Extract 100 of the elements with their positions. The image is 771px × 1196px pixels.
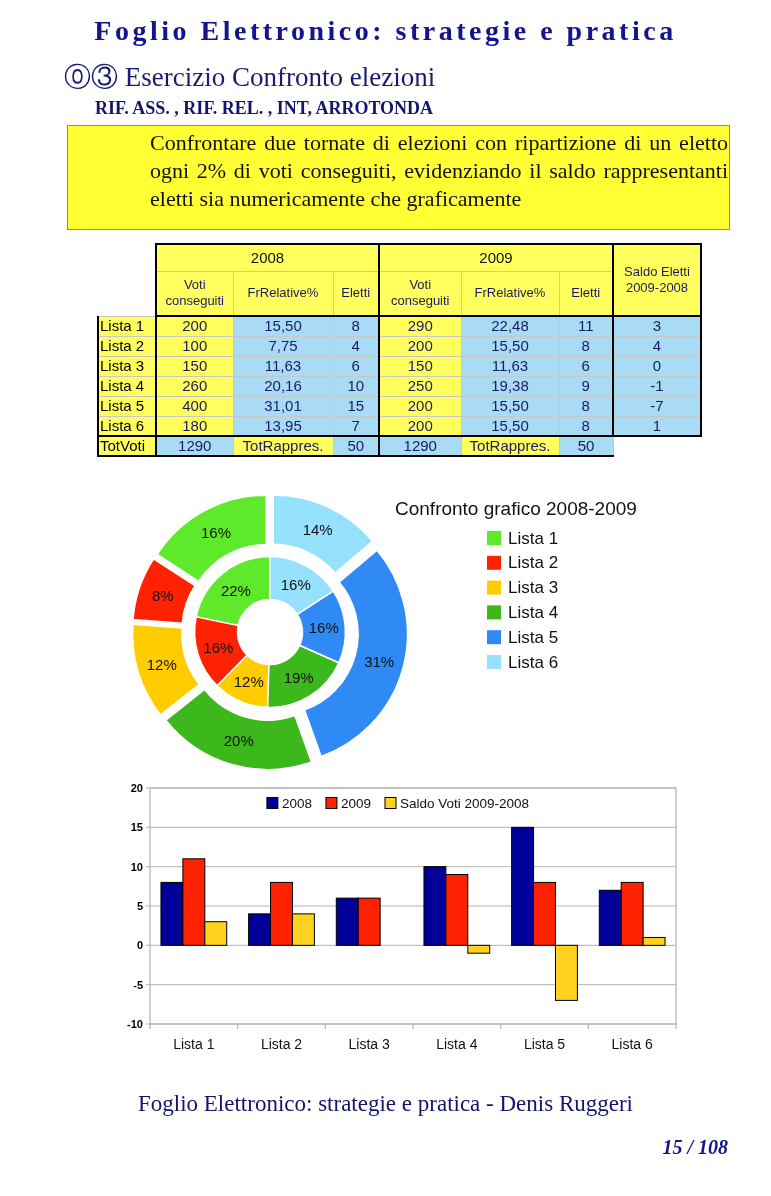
data-label: 16% [203, 639, 234, 657]
x-tick-label: Lista 1 [173, 1036, 215, 1052]
text: 22,48 [491, 317, 529, 335]
y-tick-label: -10 [127, 1018, 143, 1030]
legend-label: Lista 1 [508, 528, 559, 548]
text: 11,63 [264, 357, 302, 374]
text: 180 [182, 416, 208, 434]
legend-label: 2009 [340, 795, 371, 811]
chart-title: Confronto grafico 2008-2009 [395, 497, 637, 519]
text: 1 [652, 416, 662, 434]
text: Confrontare due tornate di elezioni con ripartizione di un eletto ogni 2% di voti conseguiti, evidenziando il saldo rappresentanti eletti sia numericamente che graficamente [150, 129, 728, 213]
text: 200 [407, 416, 433, 434]
data-label: 16% [308, 619, 339, 637]
y-tick-label: 20 [130, 782, 143, 794]
text: 100 [182, 337, 208, 354]
text: 13,95 [264, 416, 302, 434]
text: 15 / 108 [662, 1136, 728, 1159]
text: 150 [407, 357, 433, 374]
text: 1290 [403, 437, 437, 454]
category-label: Lista 3 [100, 357, 145, 374]
y-tick-label: -5 [133, 978, 143, 991]
text: 260 [182, 377, 208, 394]
text: Foglio Elettronico: strategie e pratica - Denis Ruggeri [137, 1091, 634, 1117]
text: 4 [652, 337, 662, 354]
text: 50 [577, 437, 595, 454]
x-tick-label: Lista 2 [260, 1036, 303, 1052]
text: 150 [182, 357, 208, 374]
x-tick-label: Lista 4 [436, 1036, 478, 1052]
text: 200 [407, 337, 433, 354]
data-label: 14% [302, 520, 333, 538]
data-label: 22% [220, 581, 251, 599]
text: 8 [581, 337, 590, 354]
text: 0 [652, 357, 662, 374]
text: 10 [347, 377, 365, 394]
category-label: TotVoti [100, 437, 146, 454]
x-tick-label: Lista 6 [611, 1036, 654, 1052]
category-label: Eletti [333, 271, 379, 316]
text: 11 [577, 317, 594, 335]
text: 200 [407, 397, 433, 414]
text: 15 [347, 397, 365, 414]
text: 7 [351, 416, 360, 434]
text: 15,50 [491, 337, 529, 354]
legend-label: Lista 2 [508, 553, 559, 573]
text: 50 [347, 437, 365, 454]
text: 8 [351, 317, 360, 335]
text: 8 [581, 397, 590, 414]
text: RIF. ASS. , RIF. REL. , INT, ARROTONDA [95, 98, 434, 119]
data-label: 8% [152, 587, 174, 605]
data-label: 16% [280, 576, 311, 594]
y-tick-label: 0 [136, 939, 143, 952]
text: 3 [652, 317, 662, 335]
category-label: Lista 6 [100, 416, 145, 434]
text: -7 [650, 397, 664, 414]
text: 15,50 [491, 397, 529, 414]
text: ⓪③ Esercizio Confronto elezioni [64, 61, 436, 94]
text: 11,63 [491, 357, 529, 374]
text: 15,50 [491, 416, 529, 434]
y-tick-label: 5 [136, 900, 143, 912]
category-label: Lista 5 [100, 397, 145, 414]
text: 200 [182, 317, 208, 335]
text: 1290 [178, 437, 212, 454]
text: 400 [182, 397, 208, 414]
category-label: FrRelative% [461, 271, 559, 316]
text: 19,38 [491, 377, 529, 394]
legend-label: Lista 3 [508, 578, 559, 598]
text: 6 [581, 357, 590, 374]
y-tick-label: 10 [130, 860, 143, 873]
category-label: Voti conseguiti [379, 271, 461, 316]
category-label: Saldo Eletti 2009-2008 [613, 244, 701, 316]
text: 2009 [379, 244, 613, 271]
legend-label: Lista 4 [508, 602, 559, 622]
data-label: 31% [364, 653, 395, 671]
text: 290 [407, 317, 433, 335]
data-label: 20% [223, 732, 254, 750]
text: 7,75 [268, 337, 298, 354]
category-label: Voti conseguiti [156, 271, 233, 316]
text: 31,01 [264, 397, 302, 414]
legend-label: Saldo Voti 2009-2008 [399, 795, 530, 811]
data-label: 19% [283, 669, 314, 687]
category-label: FrRelative% [233, 271, 333, 316]
category-label: Lista 2 [100, 337, 145, 354]
text: -1 [650, 377, 664, 394]
legend-label: Lista 6 [508, 652, 559, 672]
legend-label: Lista 5 [508, 627, 559, 647]
category-label: Lista 1 [100, 317, 145, 334]
text: 250 [407, 377, 433, 394]
x-tick-label: Lista 3 [348, 1036, 391, 1052]
data-label: 12% [233, 673, 264, 691]
x-tick-label: Lista 5 [523, 1036, 566, 1052]
y-tick-label: 15 [130, 821, 143, 834]
category-label: Eletti [559, 271, 613, 316]
text: 20,16 [264, 377, 302, 394]
text: 8 [581, 416, 590, 434]
text: 4 [351, 337, 360, 354]
data-label: 16% [200, 524, 232, 542]
text: 2008 [156, 244, 379, 271]
data-label: 12% [146, 656, 177, 674]
text: TotRappres. [469, 437, 551, 454]
text: 6 [351, 357, 360, 374]
text: 9 [581, 377, 590, 394]
